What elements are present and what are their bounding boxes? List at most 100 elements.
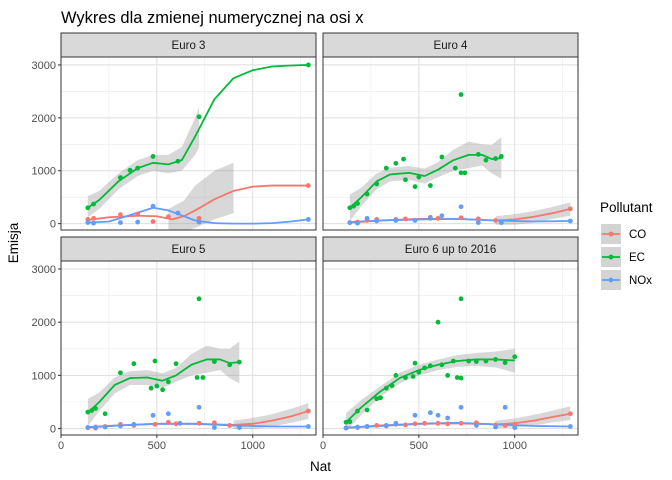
confidence-band-co [233, 403, 309, 430]
data-point-ec [131, 361, 137, 367]
data-point-nox [196, 404, 202, 410]
data-point-nox [165, 411, 171, 417]
data-point-co [118, 212, 123, 218]
legend-key-point [608, 277, 614, 283]
legend-title: Pollutant [600, 200, 653, 215]
data-point-ec [93, 405, 98, 411]
data-point-ec [102, 411, 108, 417]
y-tick-label: 0 [50, 424, 56, 436]
data-point-ec [227, 362, 233, 368]
data-point-nox [427, 215, 433, 221]
y-tick-label: 2000 [32, 317, 56, 329]
data-point-nox [355, 220, 360, 226]
plot-area [343, 296, 573, 432]
data-point-ec [475, 151, 481, 157]
confidence-band-ec [87, 107, 200, 218]
data-point-ec [355, 201, 360, 206]
panel-border [322, 260, 579, 436]
data-point-nox [473, 423, 479, 428]
data-point-ec [196, 296, 202, 302]
data-point-nox [427, 410, 433, 416]
data-point-nox [475, 220, 481, 225]
data-point-nox [393, 218, 399, 223]
data-point-nox [364, 215, 370, 221]
data-point-ec [512, 354, 518, 360]
data-point-nox [211, 425, 217, 430]
data-point-ec [148, 385, 154, 391]
legend: Pollutant CO EC NOx [600, 200, 653, 290]
data-point-nox [412, 218, 418, 223]
x-tick-label: 0 [320, 440, 326, 452]
data-point-ec [364, 191, 370, 197]
data-point-co [458, 215, 464, 221]
data-point-co [458, 420, 464, 426]
data-point-co [567, 411, 573, 417]
data-point-ec [427, 183, 433, 188]
confidence-band-ec [349, 137, 502, 222]
data-point-co [567, 206, 573, 212]
data-point-co [435, 215, 441, 221]
data-point-ec [152, 358, 158, 364]
data-point-nox [91, 220, 96, 226]
data-point-nox [85, 220, 91, 225]
data-point-ec [355, 408, 360, 414]
data-point-nox [374, 218, 380, 224]
data-point-co [196, 420, 202, 426]
data-point-ec [91, 201, 96, 207]
data-point-ec [458, 375, 464, 381]
data-point-co [91, 215, 96, 221]
data-point-nox [512, 425, 518, 430]
y-tick-label: 1000 [32, 370, 56, 382]
data-point-ec [450, 358, 456, 364]
data-point-ec [445, 373, 451, 378]
legend-label: CO [629, 229, 646, 241]
smooth-line-nox [87, 206, 309, 225]
data-point-ec [89, 408, 95, 413]
panel-background [61, 261, 316, 435]
data-point-ec [196, 114, 202, 120]
data-point-ec [389, 383, 395, 388]
data-point-nox [177, 420, 183, 426]
data-point-nox [493, 424, 498, 430]
data-point-ec [439, 362, 445, 368]
data-point-ec [498, 154, 504, 159]
data-point-ec [462, 170, 468, 176]
facet-panel: Euro 6 up to 2016 0 500 1000 [320, 236, 579, 452]
x-tick-label: 1000 [502, 440, 526, 452]
data-point-ec [135, 165, 141, 171]
data-point-ec [502, 360, 508, 366]
legend-label: EC [629, 252, 645, 264]
smooth-line-ec [87, 358, 240, 414]
data-point-nox [343, 425, 349, 431]
data-point-co [422, 420, 428, 426]
data-point-co [173, 421, 179, 427]
smooth-line-ec [349, 153, 502, 209]
data-point-nox [131, 421, 137, 427]
data-point-co [165, 214, 171, 220]
data-point-ec [175, 158, 181, 164]
data-point-nox [364, 424, 370, 429]
data-point-ec [200, 375, 206, 380]
data-point-ec [403, 375, 408, 380]
y-tick-label: 3000 [32, 60, 56, 72]
data-point-co [305, 183, 311, 188]
data-point-ec [305, 62, 311, 68]
data-point-ec [458, 296, 464, 302]
data-point-nox [458, 204, 464, 210]
data-point-ec [458, 92, 464, 97]
data-point-nox [196, 219, 202, 225]
data-point-ec [393, 373, 399, 378]
data-point-ec [422, 365, 428, 371]
data-point-ec [493, 357, 498, 362]
confidence-band-co [168, 162, 234, 230]
y-tick-label: 1000 [32, 166, 56, 178]
data-point-co [493, 218, 498, 223]
x-axis-title: Nat [310, 459, 331, 474]
data-point-nox [135, 219, 141, 225]
data-point-ec [393, 160, 399, 166]
legend-item-co: CO [601, 224, 646, 244]
legend-item-nox: NOx [601, 270, 652, 290]
data-point-ec [493, 156, 498, 161]
data-point-ec [383, 385, 389, 391]
